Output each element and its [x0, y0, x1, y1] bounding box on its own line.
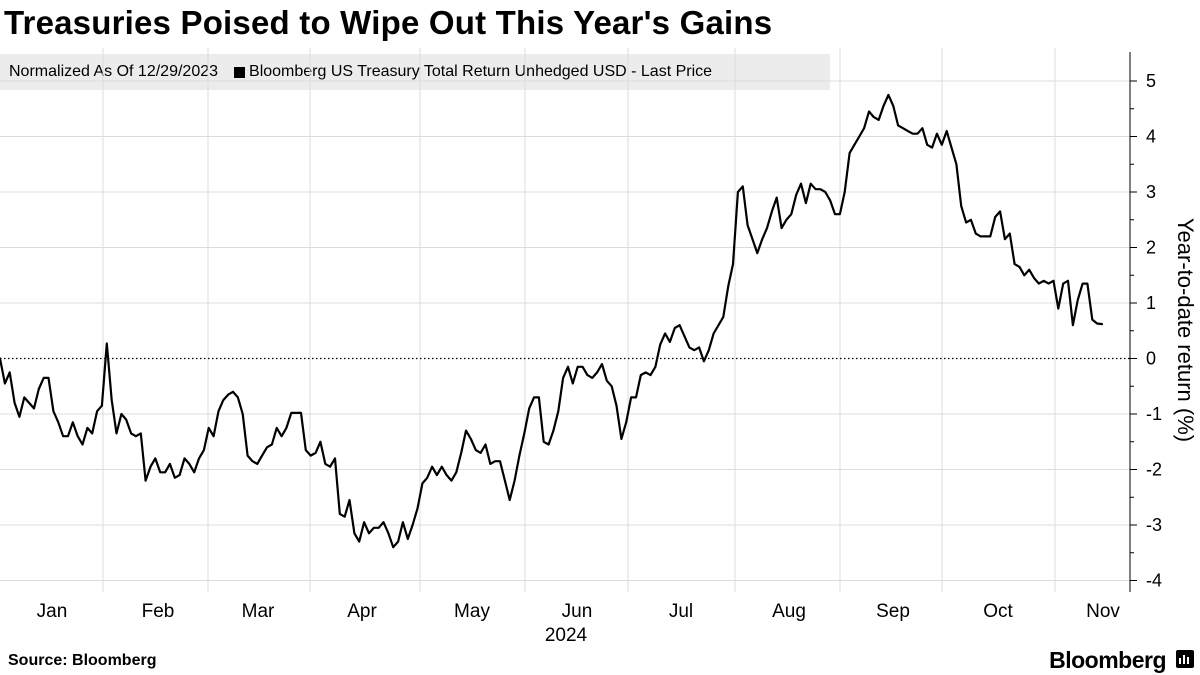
- x-tick-label-jul: Jul: [669, 601, 693, 622]
- x-tick-label-mar: Mar: [242, 601, 275, 622]
- x-tick-label-jan: Jan: [37, 601, 68, 622]
- x-tick-label-may: May: [454, 601, 490, 622]
- y-tick-label: -4: [1146, 571, 1162, 591]
- y-tick-label: 1: [1146, 293, 1156, 313]
- x-tick-label-sep: Sep: [876, 601, 910, 622]
- x-tick-label-feb: Feb: [142, 601, 175, 622]
- y-tick-label: 4: [1146, 127, 1156, 147]
- x-tick-label-nov: Nov: [1086, 601, 1120, 622]
- y-tick-label: 5: [1146, 71, 1156, 91]
- x-tick-label-jun: Jun: [562, 601, 593, 622]
- y-tick-label: 2: [1146, 238, 1156, 258]
- x-axis-year-label: 2024: [545, 625, 588, 646]
- source-note: Source: Bloomberg: [8, 652, 157, 669]
- legend-swatch: [234, 66, 246, 78]
- bloomberg-logo: Bloomberg: [1049, 647, 1166, 673]
- legend-series-label: Bloomberg US Treasury Total Return Unhed…: [249, 63, 713, 80]
- y-tick-label: 3: [1146, 182, 1156, 202]
- x-tick-label-apr: Apr: [347, 601, 377, 622]
- normalization-note: Normalized As Of 12/29/2023: [9, 63, 219, 80]
- y-tick-label: -3: [1146, 515, 1162, 535]
- x-tick-label-aug: Aug: [772, 601, 806, 622]
- x-tick-label-oct: Oct: [983, 601, 1013, 622]
- y-tick-label: 0: [1146, 349, 1156, 369]
- legend: Normalized As Of 12/29/2023 Bloomberg US…: [0, 54, 830, 90]
- chart-title: Treasuries Poised to Wipe Out This Year'…: [4, 4, 773, 41]
- series-line-treasury-total-return: [0, 93, 1104, 549]
- y-tick-label: -2: [1146, 460, 1162, 480]
- y-tick-label: -1: [1146, 404, 1162, 424]
- y-axis-title: Year-to-date return (%): [1173, 218, 1198, 442]
- bloomberg-chart-icon: [1176, 650, 1194, 668]
